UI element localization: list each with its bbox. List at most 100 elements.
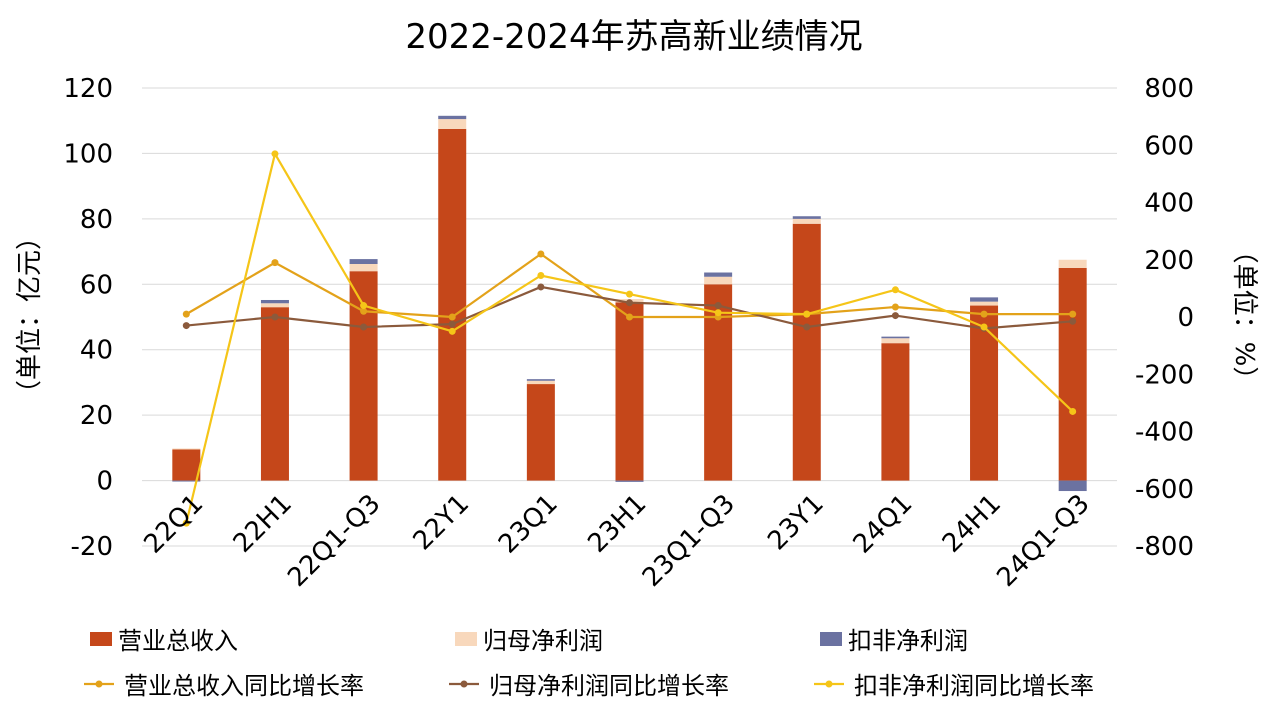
x-category-label: 23Q1 (493, 489, 564, 560)
y-right-tick-label: -600 (1135, 475, 1194, 505)
legend-swatch-marker (460, 680, 468, 688)
point-扣非净利润同比增长率-23H1 (626, 290, 633, 298)
point-归母净利润同比增长率-23Q1-Q3 (714, 302, 722, 310)
line-series-group (182, 150, 1077, 527)
bar-扣非净利润-22Q1-Q3 (349, 259, 378, 265)
point-归母净利润同比增长率-22Q1 (182, 322, 190, 330)
chart-title: 2022-2024年苏高新业绩情况 (405, 17, 862, 57)
point-扣非净利润同比增长率-22H1 (271, 150, 279, 158)
bar-归母净利润-22Q1-Q3 (349, 264, 378, 272)
bar-归母净利润-23Y1 (792, 218, 821, 224)
bar-归母净利润-22Q1 (172, 448, 201, 450)
legend-swatch (820, 632, 842, 646)
x-category-label: 24Q1 (848, 489, 919, 560)
y-right-tick-label: 800 (1144, 74, 1194, 104)
legend-label: 归母净利润同比增长率 (489, 672, 729, 700)
y-right-ticks: -800 -600 -400 -200 0 200 400 600 800 (1135, 74, 1194, 562)
bar-归母净利润-22Y1 (438, 119, 467, 129)
legend-label: 营业总收入同比增长率 (124, 672, 364, 700)
point-营业总收入同比增长率-23Q1 (537, 250, 545, 258)
point-归母净利润同比增长率-22Y1 (448, 320, 456, 328)
y-right-tick-label: 400 (1144, 189, 1194, 219)
point-营业总收入同比增长率-23H1 (626, 313, 633, 321)
bar-扣非净利润-23Y1 (792, 216, 821, 219)
bar-扣非净利润-24Q1-Q3 (1058, 480, 1087, 492)
bar-营业总收入-24Q1 (881, 343, 910, 481)
legend-swatch-marker (95, 680, 103, 688)
bar-归母净利润-23Q1 (526, 380, 555, 385)
bar-series-group (172, 115, 1087, 492)
point-归母净利润同比增长率-24Q1-Q3 (1069, 317, 1077, 325)
y-right-axis-label: （单位：%） (1229, 238, 1259, 393)
point-扣非净利润同比增长率-23Q1-Q3 (714, 309, 722, 317)
bar-营业总收入-24Q1-Q3 (1058, 267, 1087, 481)
y-left-tick-label: 80 (80, 205, 113, 235)
bar-营业总收入-23Q1 (526, 384, 555, 481)
y-right-tick-label: 0 (1177, 303, 1194, 333)
point-归母净利润同比增长率-23Q1 (537, 283, 545, 291)
legend-label: 扣非净利润同比增长率 (854, 672, 1094, 700)
bar-营业总收入-22H1 (260, 307, 289, 481)
bar-营业总收入-23Y1 (792, 223, 821, 481)
point-归母净利润同比增长率-22H1 (271, 313, 279, 321)
point-归母净利润同比增长率-24Q1 (891, 312, 899, 320)
point-扣非净利润同比增长率-24H1 (980, 323, 988, 331)
bar-归母净利润-24Q1 (881, 338, 910, 344)
point-扣非净利润同比增长率-22Y1 (448, 327, 456, 335)
bar-归母净利润-24H1 (970, 301, 999, 306)
point-营业总收入同比增长率-24Q1 (891, 303, 899, 311)
bar-归母净利润-23Q1-Q3 (704, 276, 733, 285)
x-category-label: 23Q1-Q3 (637, 489, 741, 593)
bar-营业总收入-23H1 (615, 302, 644, 481)
y-right-tick-label: 600 (1144, 131, 1194, 161)
bar-归母净利润-24Q1-Q3 (1058, 259, 1087, 268)
y-left-axis-label: （单位：亿元） (15, 224, 45, 406)
point-营业总收入同比增长率-22Q1-Q3 (360, 307, 368, 315)
legend-swatch (455, 632, 477, 646)
x-category-label: 22Q1-Q3 (282, 489, 386, 593)
bar-扣非净利润-24Q1 (881, 336, 910, 339)
bar-扣非净利润-22H1 (260, 299, 289, 304)
x-category-label: 24H1 (937, 489, 1007, 559)
point-扣非净利润同比增长率-22Q1 (182, 519, 190, 527)
point-营业总收入同比增长率-22Q1 (182, 310, 190, 318)
point-扣非净利润同比增长率-24Q1 (891, 286, 899, 294)
point-营业总收入同比增长率-22Y1 (448, 313, 456, 321)
x-category-label: 23H1 (582, 489, 652, 559)
y-right-tick-label: -400 (1135, 418, 1194, 448)
bar-扣非净利润-22Q1 (172, 480, 201, 482)
point-营业总收入同比增长率-22H1 (271, 259, 279, 267)
y-left-tick-label: 40 (80, 336, 113, 366)
point-归母净利润同比增长率-23Y1 (803, 323, 811, 331)
point-营业总收入同比增长率-24Q1-Q3 (1069, 310, 1077, 318)
bar-营业总收入-22Y1 (438, 128, 467, 481)
point-扣非净利润同比增长率-24Q1-Q3 (1069, 407, 1077, 415)
bar-营业总收入-22Q1 (172, 449, 201, 481)
y-left-tick-label: 20 (80, 401, 113, 431)
y-left-tick-label: -20 (71, 532, 113, 562)
y-left-tick-label: 120 (63, 74, 113, 104)
x-category-label: 24Q1-Q3 (991, 489, 1095, 593)
y-left-tick-label: 100 (63, 139, 113, 169)
y-right-tick-label: 200 (1144, 246, 1194, 276)
y-right-tick-label: -800 (1135, 532, 1194, 562)
bar-扣非净利润-23Q1 (526, 379, 555, 381)
y-left-tick-label: 60 (80, 270, 113, 300)
point-营业总收入同比增长率-24H1 (980, 310, 988, 318)
bar-扣非净利润-22Y1 (438, 115, 467, 120)
point-归母净利润同比增长率-23H1 (626, 299, 633, 307)
bar-扣非净利润-23H1 (615, 480, 644, 482)
point-归母净利润同比增长率-22Q1-Q3 (360, 323, 368, 331)
y-left-ticks: -20 0 20 40 60 80 100 120 (63, 74, 113, 562)
point-扣非净利润同比增长率-22Q1-Q3 (360, 302, 368, 310)
y-right-tick-label: -200 (1135, 360, 1194, 390)
point-扣非净利润同比增长率-23Q1 (537, 271, 545, 279)
bar-归母净利润-22H1 (260, 303, 289, 308)
x-category-label: 22Q1 (138, 489, 209, 560)
legend-label: 归母净利润 (483, 627, 603, 655)
x-category-label: 22H1 (228, 489, 298, 559)
bar-扣非净利润-23Q1-Q3 (704, 272, 733, 277)
legend-swatch (90, 632, 112, 646)
